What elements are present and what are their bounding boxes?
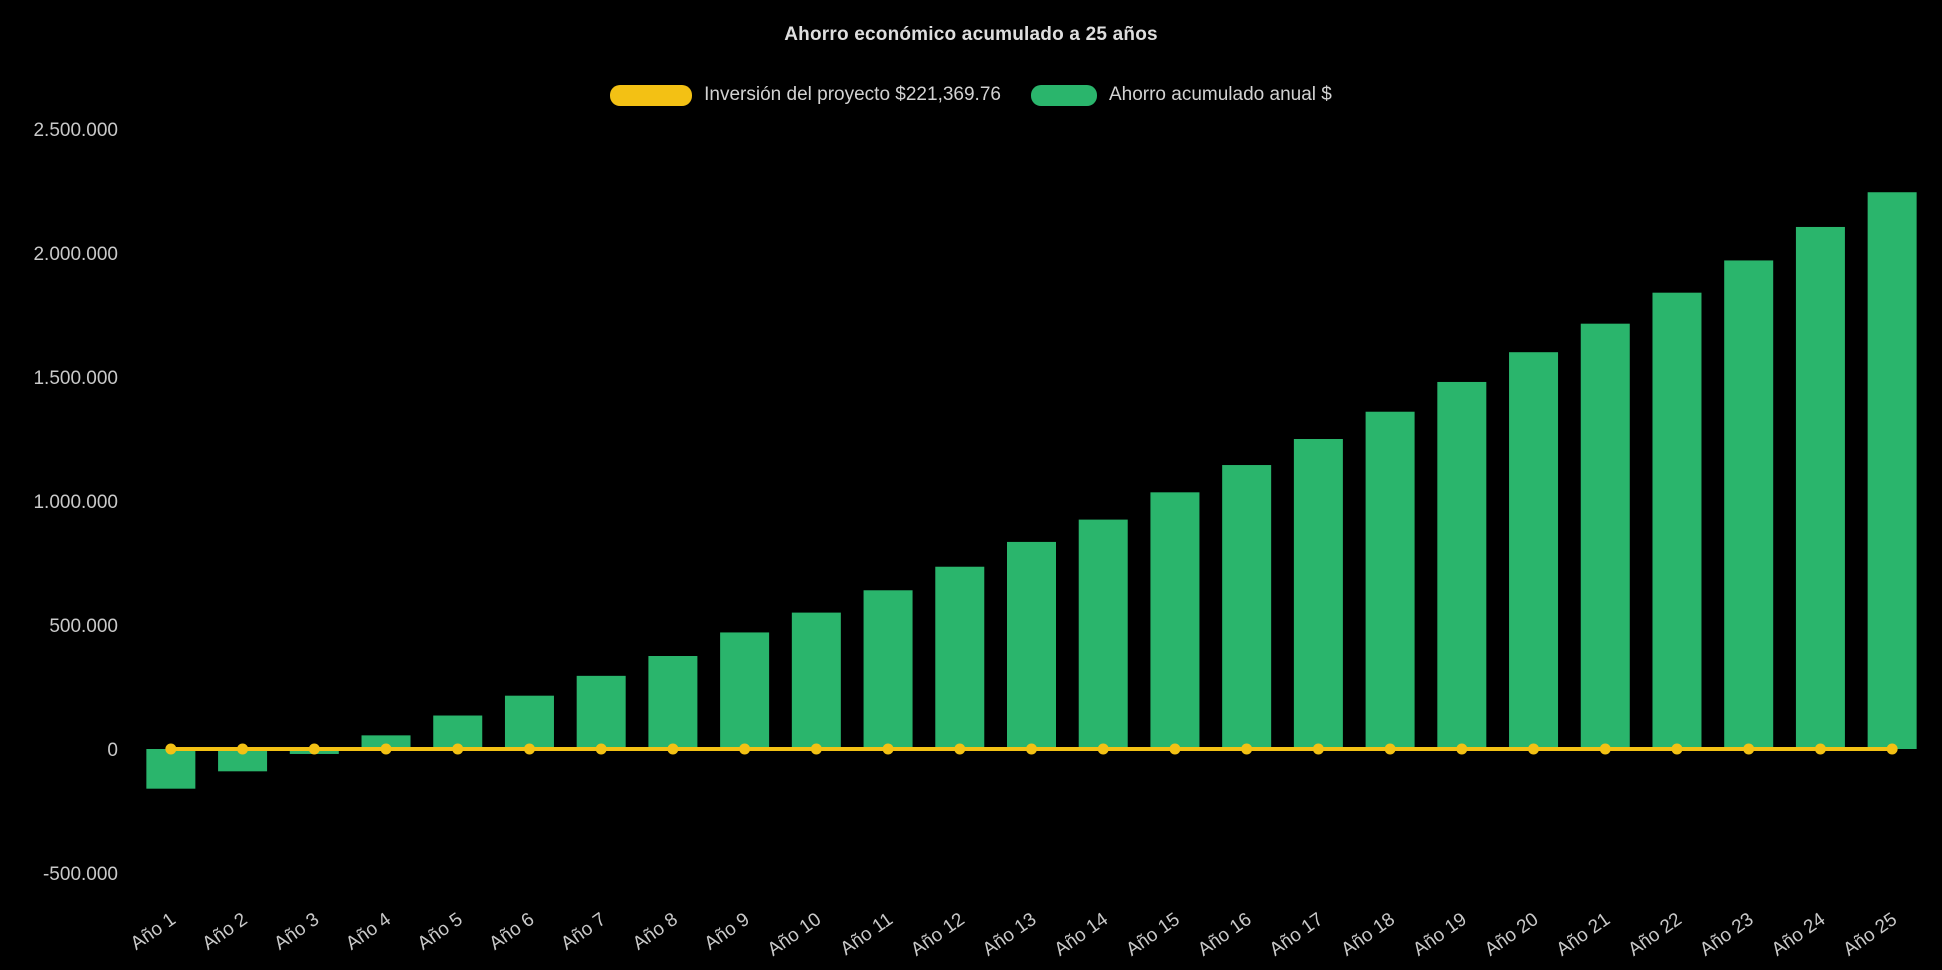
- y-axis-label: 500.000: [49, 616, 118, 637]
- bar: [146, 749, 196, 789]
- legend-item-savings[interactable]: Ahorro acumulado anual $: [1030, 84, 1332, 106]
- x-axis-label: Año 2: [199, 909, 252, 955]
- x-axis-label: Año 20: [1481, 909, 1542, 961]
- x-axis-label: Año 13: [979, 909, 1040, 961]
- bar: [863, 590, 913, 749]
- y-axis-label: 1.500.000: [33, 368, 118, 389]
- investment-line-marker: [1384, 743, 1396, 755]
- x-axis-label: Año 5: [414, 909, 467, 955]
- legend-item-investment[interactable]: Inversión del proyecto $221,369.76: [610, 84, 1001, 106]
- bar: [1222, 465, 1272, 749]
- x-axis-label: Año 7: [557, 909, 610, 955]
- bar: [1437, 381, 1487, 749]
- bar: [791, 612, 841, 749]
- investment-line-marker: [452, 743, 464, 755]
- x-axis-label: Año 25: [1840, 909, 1901, 961]
- bar: [1580, 323, 1630, 749]
- x-axis-label: Año 6: [486, 909, 539, 955]
- bar: [218, 749, 268, 772]
- investment-line-marker: [882, 743, 894, 755]
- x-axis-label: Año 21: [1553, 909, 1614, 961]
- y-axis-label: 1.000.000: [33, 492, 118, 513]
- bar: [1293, 439, 1343, 749]
- investment-line-marker: [1312, 743, 1324, 755]
- chart-title: Ahorro económico acumulado a 25 años: [784, 24, 1158, 45]
- x-axis-label: Año 9: [701, 909, 754, 955]
- bar: [504, 695, 554, 749]
- bar: [433, 715, 483, 749]
- investment-line-marker: [523, 743, 535, 755]
- investment-line-marker: [1456, 743, 1468, 755]
- investment-line-marker: [739, 743, 751, 755]
- y-axis-label: 2.000.000: [33, 244, 118, 265]
- investment-line-marker: [1026, 743, 1037, 755]
- x-axis-label: Año 15: [1122, 909, 1183, 961]
- y-axis-label: -500.000: [43, 864, 118, 885]
- x-axis-label: Año 4: [342, 909, 395, 955]
- bar: [1509, 352, 1559, 749]
- investment-line-marker: [1743, 743, 1755, 755]
- y-axis-label: 2.500.000: [33, 120, 118, 141]
- bar: [648, 656, 698, 749]
- investment-line-marker: [595, 743, 607, 755]
- x-axis-label: Año 3: [270, 909, 323, 955]
- bar: [1867, 192, 1917, 750]
- bar: [720, 632, 770, 749]
- investment-line-marker: [1528, 743, 1540, 755]
- investment-legend-label: Inversión del proyecto $221,369.76: [704, 84, 1001, 105]
- investment-line-marker: [810, 743, 822, 755]
- investment-line-marker: [1241, 743, 1253, 755]
- chart-legend: Inversión del proyecto $221,369.76 Ahorr…: [0, 84, 1942, 106]
- bar: [1652, 292, 1702, 749]
- savings-legend-label: Ahorro acumulado anual $: [1108, 84, 1332, 105]
- x-axis-label: Año 12: [907, 909, 968, 961]
- x-axis-label: Año 14: [1051, 909, 1113, 961]
- x-axis-label: Año 10: [764, 909, 825, 961]
- x-axis-label: Año 19: [1409, 909, 1470, 961]
- investment-line-marker: [1671, 743, 1683, 755]
- bar: [1007, 541, 1056, 749]
- investment-line-marker: [667, 743, 679, 755]
- bar: [1724, 260, 1774, 749]
- x-axis-label: Año 1: [127, 909, 180, 955]
- bar: [935, 566, 985, 749]
- investment-line-marker: [308, 743, 320, 755]
- investment-line-marker: [1097, 743, 1109, 755]
- x-axis-label: Año 17: [1266, 909, 1327, 961]
- x-axis-label: Año 11: [837, 909, 897, 960]
- y-axis-label: 0: [107, 740, 118, 761]
- x-axis-label: Año 23: [1696, 909, 1757, 961]
- investment-legend-swatch: [610, 84, 693, 106]
- investment-line-marker: [380, 743, 392, 755]
- x-axis-label: Año 18: [1338, 909, 1399, 961]
- investment-line-marker: [165, 743, 177, 755]
- bar: [1365, 411, 1415, 749]
- x-axis-label: Año 8: [629, 909, 682, 955]
- investment-line-marker: [1886, 743, 1898, 755]
- x-axis-label: Año 24: [1768, 909, 1830, 961]
- investment-line-marker: [237, 743, 249, 755]
- investment-line-marker: [954, 743, 966, 755]
- investment-line-marker: [1169, 743, 1181, 755]
- savings-legend-swatch: [1030, 84, 1097, 106]
- x-axis-label: Año 16: [1194, 909, 1255, 961]
- x-axis-label: Año 22: [1624, 909, 1685, 961]
- bar: [361, 735, 411, 749]
- bar: [1150, 492, 1200, 749]
- bar: [1078, 519, 1128, 749]
- investment-line-marker: [1599, 743, 1611, 755]
- bar: [576, 675, 626, 749]
- investment-line-marker: [1814, 743, 1826, 755]
- bar: [1795, 226, 1845, 749]
